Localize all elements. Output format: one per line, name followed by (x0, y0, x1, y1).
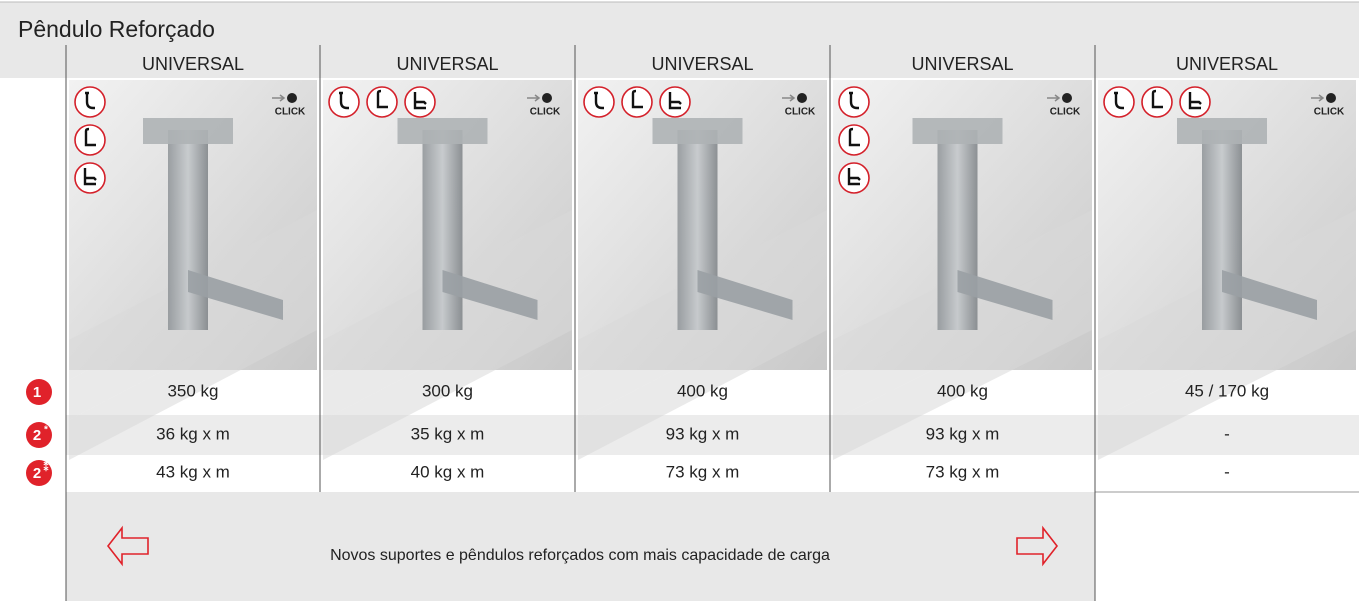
column-header: UNIVERSAL (1176, 54, 1278, 74)
tray (69, 290, 317, 460)
mount-icon (1103, 86, 1135, 118)
columns: UNIVERSAL CLICK 350 kg 36 kg x m 43 kg x m UN… (26, 45, 1356, 601)
row-badge (26, 422, 52, 448)
click-badge: CLICK (785, 107, 816, 118)
cell-value: 43 kg x m (156, 462, 230, 481)
bracket-arm (957, 270, 1053, 320)
row-badge-mark: * (44, 425, 48, 436)
tray (833, 290, 1092, 460)
mount-icon-glyph (83, 168, 97, 186)
footer-text: Novos suportes e pêndulos reforçados com… (330, 547, 830, 564)
column-header: UNIVERSAL (911, 54, 1013, 74)
mount-icon (838, 86, 870, 118)
bracket-arm (697, 270, 793, 320)
mount-icon-glyph (84, 127, 96, 147)
mount-icon-glyph (847, 168, 861, 186)
bracket-plate (1177, 118, 1267, 144)
cell-value: 35 kg x m (411, 424, 485, 443)
mount-icon (1141, 86, 1173, 118)
mount-icon (621, 86, 653, 118)
cell-value: - (1224, 424, 1230, 443)
cell-value: - (1224, 462, 1230, 481)
next-arrow[interactable] (1016, 525, 1059, 567)
cell-value: 73 kg x m (926, 462, 1000, 481)
mount-icon (583, 86, 615, 118)
mount-icon (74, 86, 106, 118)
click-arrow (272, 94, 286, 102)
column-header: UNIVERSAL (651, 54, 753, 74)
prev-arrow[interactable] (106, 525, 149, 567)
bracket-arm (188, 270, 283, 320)
bracket-arm (442, 270, 538, 320)
bracket (677, 130, 718, 330)
bracket-plate (652, 118, 743, 144)
cell-value: 400 kg (937, 381, 988, 400)
mount-icon-glyph (376, 89, 388, 109)
mount-icon-glyph (1151, 89, 1163, 109)
click-badge: CLICK (1314, 107, 1345, 118)
row-badge-number: 1 (33, 384, 41, 401)
mount-icon-glyph (631, 89, 643, 109)
column-header: UNIVERSAL (142, 54, 244, 74)
cell-value: 36 kg x m (156, 424, 230, 443)
click-dot (287, 93, 297, 103)
cell-value: 93 kg x m (926, 424, 1000, 443)
tray (323, 290, 572, 460)
click-badge: CLICK (530, 107, 561, 118)
mount-icon-glyph (849, 91, 859, 110)
footer-panel (66, 492, 1095, 601)
click-arrow (1311, 94, 1325, 102)
click-dot (1062, 93, 1072, 103)
bracket-arm (1222, 270, 1317, 320)
row-badge-number: 2 (33, 427, 41, 444)
mount-icon (366, 86, 398, 118)
click-arrow (527, 94, 541, 102)
row-badge (26, 379, 52, 405)
row-badge-number: 2 (33, 465, 41, 482)
click-arrow (1047, 94, 1061, 102)
bracket (168, 130, 208, 330)
mount-icon-glyph (594, 91, 604, 110)
click-dot (797, 93, 807, 103)
column-header: UNIVERSAL (396, 54, 498, 74)
mount-icon-glyph (339, 91, 349, 110)
click-dot (542, 93, 552, 103)
click-dot (1326, 93, 1336, 103)
bracket-plate (397, 118, 488, 144)
bracket (937, 130, 978, 330)
cell-value: 40 kg x m (411, 462, 485, 481)
cell-value: 93 kg x m (666, 424, 740, 443)
mount-icon-glyph (1114, 91, 1124, 110)
mount-icon-glyph (668, 92, 682, 110)
click-arrow (782, 94, 796, 102)
tray (1098, 290, 1356, 460)
mount-icon-glyph (85, 91, 95, 110)
row-badge-mark: ⁑ (44, 461, 49, 474)
mount-icon (838, 124, 870, 156)
page-title: Pêndulo Reforçado (18, 16, 215, 42)
title-bar (0, 2, 1359, 45)
tray (578, 290, 827, 460)
cell-value: 73 kg x m (666, 462, 740, 481)
cell-value: 400 kg (677, 381, 728, 400)
click-badge: CLICK (275, 107, 306, 118)
bracket (1202, 130, 1242, 330)
mount-icon (328, 86, 360, 118)
header-row (0, 45, 1359, 78)
cell-value: 300 kg (422, 381, 473, 400)
click-badge: CLICK (1050, 107, 1081, 118)
cell-value: 350 kg (167, 381, 218, 400)
bracket-plate (912, 118, 1003, 144)
bracket (422, 130, 463, 330)
row-badge (26, 460, 52, 486)
mount-icon (74, 124, 106, 156)
mount-icon-glyph (848, 127, 860, 147)
bracket-plate (143, 118, 233, 144)
mount-icon-glyph (1188, 92, 1202, 110)
cell-value: 45 / 170 kg (1185, 381, 1269, 400)
mount-icon-glyph (413, 92, 427, 110)
